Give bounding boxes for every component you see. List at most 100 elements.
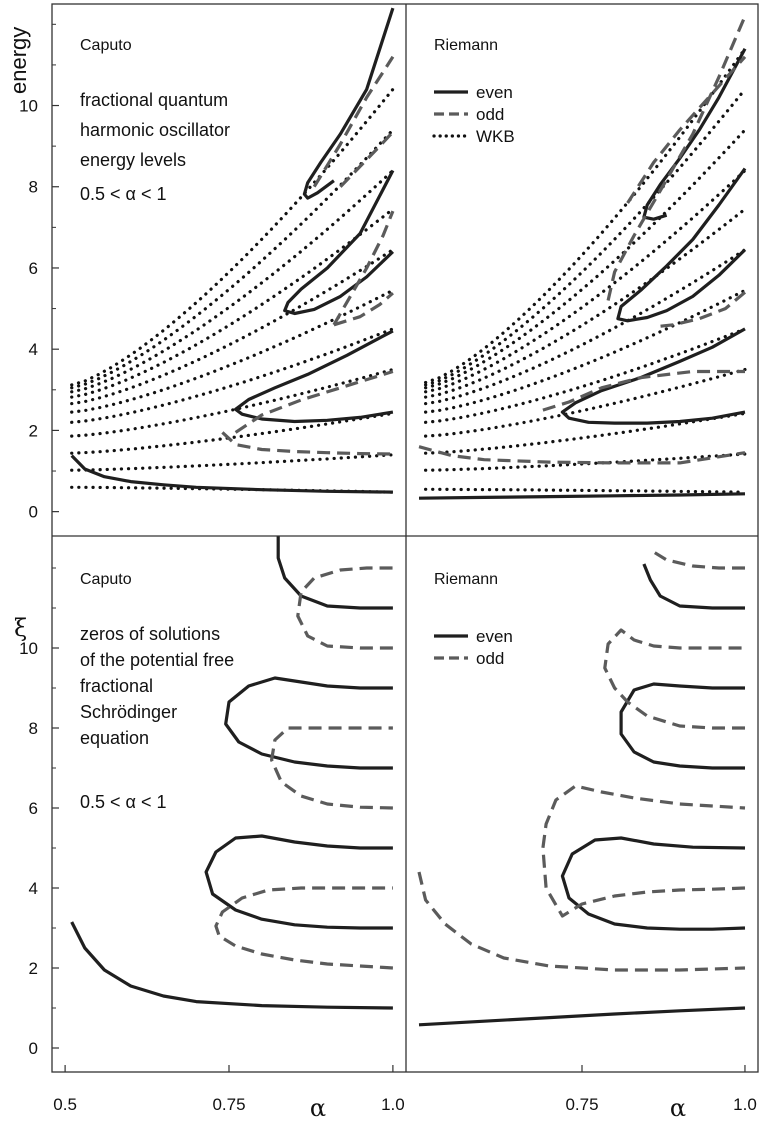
wkb-line-0: [424, 487, 747, 494]
odd-line-4: [418, 445, 746, 465]
even-line-0: [418, 492, 746, 500]
series-group: [417, 550, 746, 1027]
annotation-line: Schrödinger: [80, 702, 177, 722]
y-tick-label: 2: [29, 421, 38, 440]
wkb-line-2: [70, 411, 395, 455]
odd-line-8: [339, 130, 395, 188]
legend-label: even: [476, 83, 513, 102]
series-group: [70, 536, 393, 1010]
wkb-line-9: [70, 128, 395, 390]
odd-line-7: [332, 210, 395, 326]
even-line-3: [642, 563, 745, 610]
wkb-line-3: [70, 367, 395, 438]
wkb-line-3: [424, 367, 747, 438]
y-tick-label: 0: [29, 503, 38, 522]
frame-layer: [51, 3, 759, 1073]
y-tick-label: 10: [19, 639, 38, 658]
x-tick-label: 1.0: [733, 1095, 757, 1114]
even-line-2: [616, 167, 747, 323]
panel-title: Caputo: [80, 571, 132, 588]
even-line-1: [234, 329, 394, 424]
even-line-3: [276, 536, 393, 610]
odd-line-6: [653, 291, 747, 329]
annotation-line: fractional quantum: [80, 90, 228, 110]
wkb-line-10: [424, 87, 747, 387]
panel-bottom-right: [417, 550, 746, 1027]
y-tick-label: 8: [29, 178, 38, 197]
text-layer: energy ξ α α 0 2 4 6 8 10 Caputo fractional qua…: [6, 27, 757, 1122]
x-tick-label: 0.75: [565, 1095, 598, 1114]
odd-line-7: [606, 15, 747, 301]
even-line-3: [642, 47, 747, 221]
wkb-line-10: [70, 87, 395, 387]
odd-line-4: [214, 886, 393, 970]
alpha-axis-label-left: α: [310, 1094, 326, 1122]
y-tick-label: 6: [29, 259, 38, 278]
y-tick-label: 10: [19, 97, 38, 116]
odd-line-5: [541, 784, 746, 918]
wkb-line-4: [424, 327, 747, 424]
wkb-line-5: [424, 288, 747, 414]
panel-title: Caputo: [80, 37, 132, 54]
even-line-1: [204, 834, 393, 930]
odd-line-5: [234, 369, 394, 434]
legend-label: odd: [476, 649, 504, 668]
annotation-line: 0.5 < α < 1: [80, 792, 166, 812]
series-group: [70, 7, 395, 494]
wkb-line-5: [70, 288, 395, 414]
annotation-line: fractional: [80, 676, 153, 696]
y-tick-label: 6: [29, 799, 38, 818]
annotation-line: energy levels: [80, 150, 186, 170]
y-tick-label: 4: [29, 340, 38, 359]
even-line-2: [283, 169, 395, 316]
plot-layer: [70, 7, 747, 1027]
even-line-1: [560, 327, 746, 425]
y-tick-label: 8: [29, 719, 38, 738]
y-tick-label: 4: [29, 879, 38, 898]
annotation-line: harmonic oscillator: [80, 120, 230, 140]
even-line-1: [560, 836, 746, 931]
wkb-line-9: [424, 128, 747, 390]
odd-line-8: [626, 55, 747, 204]
odd-line-5: [542, 369, 745, 412]
outer-frame: [51, 3, 759, 1073]
annotation-line: equation: [80, 728, 149, 748]
panel-top-right: [418, 15, 747, 500]
even-line-0: [70, 454, 393, 494]
odd-line-6: [296, 566, 393, 650]
odd-line-4: [417, 871, 746, 972]
wkb-line-8: [424, 168, 747, 394]
even-line-3: [302, 7, 395, 200]
annotation-line: 0.5 < α < 1: [80, 184, 166, 204]
wkb-line-4: [70, 327, 395, 424]
y-tick-label: 0: [29, 1039, 38, 1058]
panel-title: Riemann: [434, 37, 498, 54]
alpha-axis-label-right: α: [670, 1094, 686, 1122]
x-tick-label: 0.75: [212, 1095, 245, 1114]
annotation-line: zeros of solutions: [80, 624, 220, 644]
legend-label: odd: [476, 105, 504, 124]
wkb-line-8: [70, 168, 395, 394]
x-tick-label: 1.0: [381, 1095, 405, 1114]
series-group: [418, 15, 747, 500]
wkb-line-1: [70, 453, 395, 472]
y-tick-label: 2: [29, 959, 38, 978]
panel-bottom-left: [70, 536, 393, 1010]
legend-label: WKB: [476, 127, 515, 146]
even-line-2: [619, 682, 745, 770]
odd-line-4: [221, 431, 393, 456]
legend-label: even: [476, 627, 513, 646]
wkb-line-7: [70, 207, 395, 399]
odd-line-9: [312, 55, 395, 188]
x-tick-label: 0.5: [53, 1095, 77, 1114]
even-line-2: [224, 676, 393, 770]
annotation-line: of the potential free: [80, 650, 234, 670]
even-line-0: [70, 921, 393, 1010]
odd-line-7: [652, 550, 745, 570]
wkb-line-7: [424, 207, 747, 399]
odd-line-5: [270, 726, 393, 810]
wkb-line-6: [70, 248, 395, 406]
even-line-0: [418, 1006, 746, 1027]
odd-line-6: [333, 291, 394, 327]
